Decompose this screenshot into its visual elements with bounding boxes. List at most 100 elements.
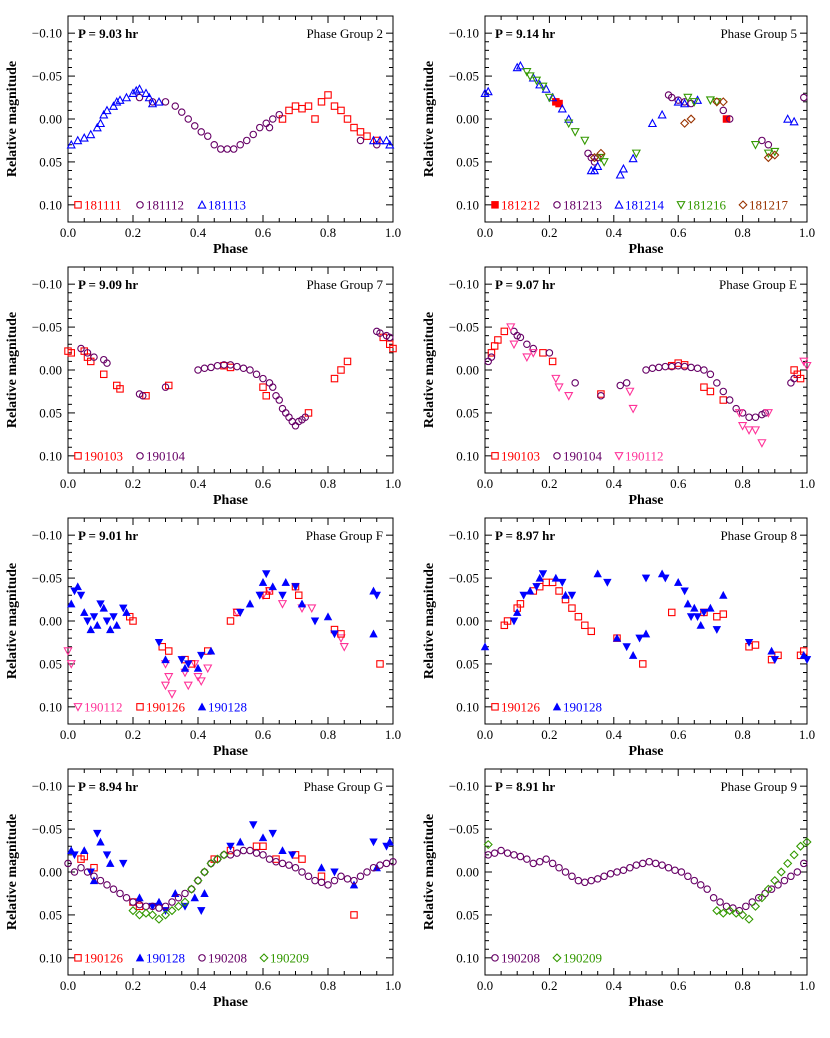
- data-point: [268, 582, 277, 591]
- data-point: [298, 104, 306, 113]
- data-point: [512, 62, 522, 72]
- data-point: [307, 604, 317, 613]
- data-point: [561, 868, 570, 876]
- data-point: [212, 854, 223, 864]
- data-point: [750, 141, 761, 150]
- data-point: [324, 91, 332, 99]
- data-point: [799, 357, 809, 367]
- data-point: [100, 370, 108, 379]
- y-tick-label: 0.10: [39, 699, 62, 714]
- data-point: [356, 128, 365, 136]
- data-point: [285, 106, 293, 115]
- data-point: [106, 625, 115, 634]
- data-point: [515, 60, 526, 70]
- series-190128: [480, 569, 812, 664]
- data-point: [204, 132, 212, 140]
- x-tick-label: 1.0: [385, 476, 401, 491]
- data-point: [219, 850, 229, 860]
- data-point: [731, 908, 741, 918]
- data-point: [369, 838, 378, 847]
- phase-group-label: Phase Group G: [304, 779, 383, 794]
- data-point: [535, 857, 544, 866]
- data-point: [680, 118, 690, 128]
- data-point: [95, 118, 106, 128]
- legend-marker: [136, 201, 144, 209]
- data-point: [96, 600, 105, 609]
- data-point: [763, 409, 773, 418]
- data-point: [206, 646, 216, 655]
- data-point: [79, 133, 89, 142]
- y-tick-label: 0.05: [39, 907, 62, 922]
- data-point: [564, 391, 574, 401]
- data-point: [109, 613, 118, 622]
- data-point: [131, 85, 141, 95]
- panel-3: 0.0 0.2 0.4 0.6 0.8 1.0 −0.10 −0.05 0.00 0.05 0.10…: [5, 266, 401, 508]
- legend-label: 190128: [146, 950, 185, 965]
- data-point: [790, 374, 798, 383]
- data-point: [389, 857, 397, 866]
- data-point: [770, 876, 780, 886]
- data-point: [337, 106, 345, 115]
- y-tick-label: 0.10: [39, 448, 62, 463]
- data-point: [523, 340, 531, 348]
- panel-7: 0.0 0.2 0.4 0.6 0.8 1.0 −0.10 −0.05 0.00 0.05 0.10…: [5, 768, 401, 1010]
- data-point: [680, 587, 689, 596]
- data-point: [258, 833, 268, 842]
- data-point: [336, 634, 346, 644]
- data-point: [802, 361, 812, 371]
- data-point: [268, 829, 277, 838]
- series-181214: [480, 60, 799, 179]
- data-point: [718, 97, 728, 107]
- data-point: [226, 617, 235, 625]
- data-point: [606, 869, 615, 878]
- y-tick-label: 0.05: [39, 405, 62, 420]
- data-point: [705, 96, 716, 105]
- data-point: [183, 681, 193, 691]
- data-point: [596, 153, 606, 163]
- data-point: [112, 620, 121, 629]
- legend-marker: [136, 452, 144, 460]
- data-point: [551, 374, 561, 384]
- data-point: [706, 387, 715, 396]
- data-point: [668, 608, 676, 617]
- y-tick-label: −0.05: [32, 320, 62, 335]
- data-point: [622, 643, 631, 652]
- data-point: [651, 859, 660, 868]
- data-point: [706, 603, 715, 612]
- legend-label: 181113: [208, 197, 246, 212]
- x-axis-label: Phase: [213, 493, 248, 508]
- data-point: [709, 893, 718, 902]
- series-190128: [67, 570, 381, 672]
- x-axis-label: Phase: [213, 995, 248, 1010]
- data-point: [802, 656, 812, 664]
- data-point: [86, 129, 96, 139]
- y-axis-label: Relative magnitude: [5, 61, 20, 177]
- data-point: [628, 404, 638, 414]
- data-point: [372, 141, 381, 149]
- data-point: [490, 849, 499, 857]
- data-point: [580, 136, 590, 146]
- y-axis-label: Relative magnitude: [422, 814, 437, 930]
- data-point: [206, 858, 216, 868]
- data-point: [700, 383, 708, 391]
- x-tick-label: 0.8: [320, 225, 336, 240]
- data-point: [63, 647, 73, 656]
- data-point: [700, 366, 708, 374]
- data-point: [239, 846, 248, 855]
- data-point: [619, 866, 628, 875]
- data-point: [236, 837, 245, 846]
- data-point: [297, 599, 307, 608]
- data-point: [381, 135, 392, 145]
- data-point: [197, 907, 206, 915]
- x-axis-label: Phase: [629, 995, 664, 1010]
- data-point: [581, 621, 589, 630]
- data-point: [310, 617, 320, 626]
- data-point: [647, 118, 658, 128]
- x-axis-label: Phase: [629, 744, 664, 759]
- data-point: [177, 656, 186, 664]
- legend-marker: [552, 953, 562, 963]
- data-point: [90, 353, 98, 361]
- data-point: [758, 136, 766, 145]
- data-point: [226, 361, 235, 369]
- data-point: [207, 363, 215, 372]
